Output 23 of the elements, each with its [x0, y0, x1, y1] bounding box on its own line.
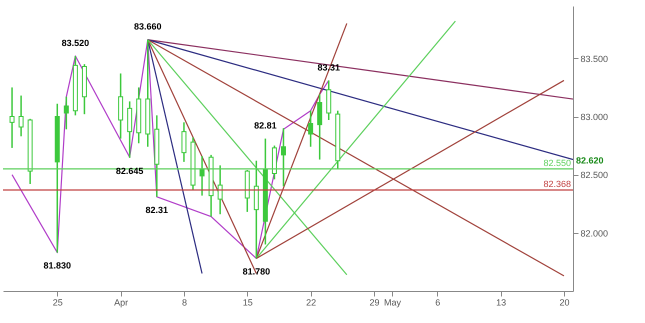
- x-tick-label: 20: [559, 298, 570, 308]
- ref-line-label: 82.368: [543, 179, 571, 190]
- annotation: 81.780: [242, 266, 270, 276]
- y-tick-label: 82.000: [580, 228, 608, 238]
- x-tick-label: 25: [52, 298, 63, 308]
- ref-line-label: 82.550: [543, 158, 571, 168]
- x-tick-label: 15: [242, 298, 253, 308]
- x-tick-label: May: [384, 298, 402, 308]
- y-tick-label: 83.500: [580, 54, 608, 64]
- x-tick-label: 29: [369, 298, 380, 308]
- annotation: 83.520: [62, 38, 90, 48]
- x-tick-label: 13: [496, 298, 506, 308]
- text: 82.620: [576, 156, 604, 166]
- annotation: 82.81: [254, 120, 277, 131]
- x-tick-label: Apr: [114, 298, 128, 308]
- x-tick-label: 22: [306, 298, 316, 308]
- y-tick-label: 83.000: [580, 112, 608, 122]
- y-tick-label: 82.500: [580, 170, 608, 180]
- x-tick-label: 6: [435, 298, 440, 308]
- annotation: 83.660: [134, 22, 162, 32]
- annotation: 82.31: [146, 204, 168, 215]
- x-tick-label: 8: [182, 298, 187, 308]
- annotation: 81.830: [44, 260, 72, 271]
